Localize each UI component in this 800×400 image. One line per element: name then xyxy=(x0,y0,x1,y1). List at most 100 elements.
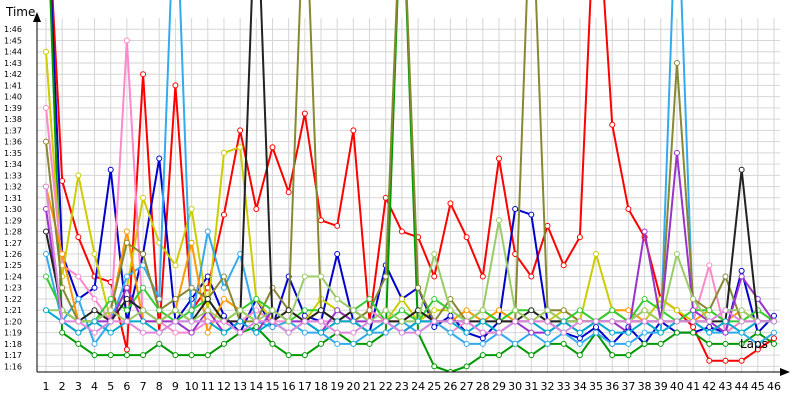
x-tick-label: 1 xyxy=(43,380,50,393)
data-point xyxy=(107,329,114,336)
data-point xyxy=(172,82,179,89)
x-tick-label: 41 xyxy=(686,380,700,393)
data-point xyxy=(237,127,244,134)
x-tick-label: 11 xyxy=(201,380,215,393)
data-point xyxy=(447,312,454,319)
data-point xyxy=(576,329,583,336)
data-point xyxy=(431,295,438,302)
data-point xyxy=(204,228,211,235)
data-point xyxy=(107,318,114,325)
data-point xyxy=(350,340,357,347)
data-point xyxy=(673,318,680,325)
data-point xyxy=(156,155,163,162)
data-point xyxy=(495,307,502,314)
data-point xyxy=(59,318,66,325)
y-tick-label: 1:36 xyxy=(4,138,22,147)
data-point xyxy=(91,251,98,257)
data-point xyxy=(220,211,227,218)
y-tick-label: 1:40 xyxy=(4,93,22,102)
data-point xyxy=(366,318,373,325)
data-point xyxy=(334,295,341,302)
data-point xyxy=(463,340,470,347)
data-point xyxy=(59,329,66,336)
data-point xyxy=(576,340,583,347)
data-point xyxy=(123,352,130,359)
data-point xyxy=(188,206,195,213)
data-point xyxy=(123,228,130,235)
data-point xyxy=(398,307,405,314)
data-point xyxy=(479,329,486,336)
data-point xyxy=(641,228,648,235)
data-point xyxy=(220,284,227,291)
data-point xyxy=(156,318,163,325)
data-point xyxy=(204,352,211,359)
data-point xyxy=(657,329,664,336)
data-point xyxy=(771,312,777,319)
data-point xyxy=(625,307,632,314)
data-point xyxy=(754,340,761,347)
data-point xyxy=(350,127,357,134)
x-tick-label: 33 xyxy=(557,380,571,393)
data-point xyxy=(641,307,648,314)
x-tick-label: 42 xyxy=(702,380,716,393)
data-point xyxy=(204,329,211,336)
data-point xyxy=(253,295,260,302)
data-point xyxy=(398,329,405,336)
data-point xyxy=(366,307,373,314)
data-point xyxy=(301,312,308,319)
data-point xyxy=(431,251,438,257)
data-point xyxy=(722,340,729,347)
axes xyxy=(33,12,790,376)
data-point xyxy=(560,318,567,325)
data-point xyxy=(593,329,600,336)
data-point xyxy=(641,295,648,302)
y-tick-label: 1:19 xyxy=(4,329,22,338)
y-tick-label: 1:16 xyxy=(4,362,22,371)
data-point xyxy=(172,295,179,302)
data-point xyxy=(447,307,454,314)
data-point xyxy=(269,324,276,331)
data-point xyxy=(528,211,535,218)
data-point xyxy=(690,318,697,325)
data-point xyxy=(528,352,535,359)
data-point xyxy=(738,307,745,314)
data-point xyxy=(641,329,648,336)
data-point xyxy=(754,318,761,325)
data-point xyxy=(528,329,535,336)
data-point xyxy=(140,318,147,325)
x-tick-label: 23 xyxy=(395,380,409,393)
x-tick-label: 20 xyxy=(346,380,360,393)
data-point xyxy=(738,329,745,336)
data-point xyxy=(447,369,454,372)
x-tick-label: 28 xyxy=(476,380,490,393)
data-point xyxy=(91,340,98,347)
data-point xyxy=(285,318,292,325)
data-point xyxy=(43,307,49,314)
data-point xyxy=(123,318,130,325)
data-point xyxy=(107,166,114,173)
x-tick-label: 24 xyxy=(411,380,425,393)
data-point xyxy=(673,329,680,336)
x-tick-labels: 1 2 3 4 5 6 7 8 9 10 11 12 13 14 15 16 17 18 19 20 21 22 23 24 2… xyxy=(43,380,782,393)
data-point xyxy=(237,318,244,325)
x-tick-label: 7 xyxy=(140,380,147,393)
data-point xyxy=(220,273,227,280)
data-point xyxy=(334,340,341,347)
data-point xyxy=(172,329,179,336)
data-point xyxy=(528,273,535,280)
y-tick-label: 1:28 xyxy=(4,228,22,237)
data-point xyxy=(75,172,82,179)
data-point xyxy=(188,239,195,246)
data-point xyxy=(690,329,697,336)
data-point xyxy=(479,318,486,325)
series-line xyxy=(45,51,775,334)
data-point xyxy=(706,329,713,336)
data-point xyxy=(107,307,114,314)
data-point xyxy=(431,273,438,280)
data-point xyxy=(479,273,486,280)
data-point xyxy=(431,307,438,314)
x-tick-label: 3 xyxy=(75,380,82,393)
data-point xyxy=(479,352,486,359)
data-point xyxy=(463,363,470,370)
data-point xyxy=(140,194,147,201)
